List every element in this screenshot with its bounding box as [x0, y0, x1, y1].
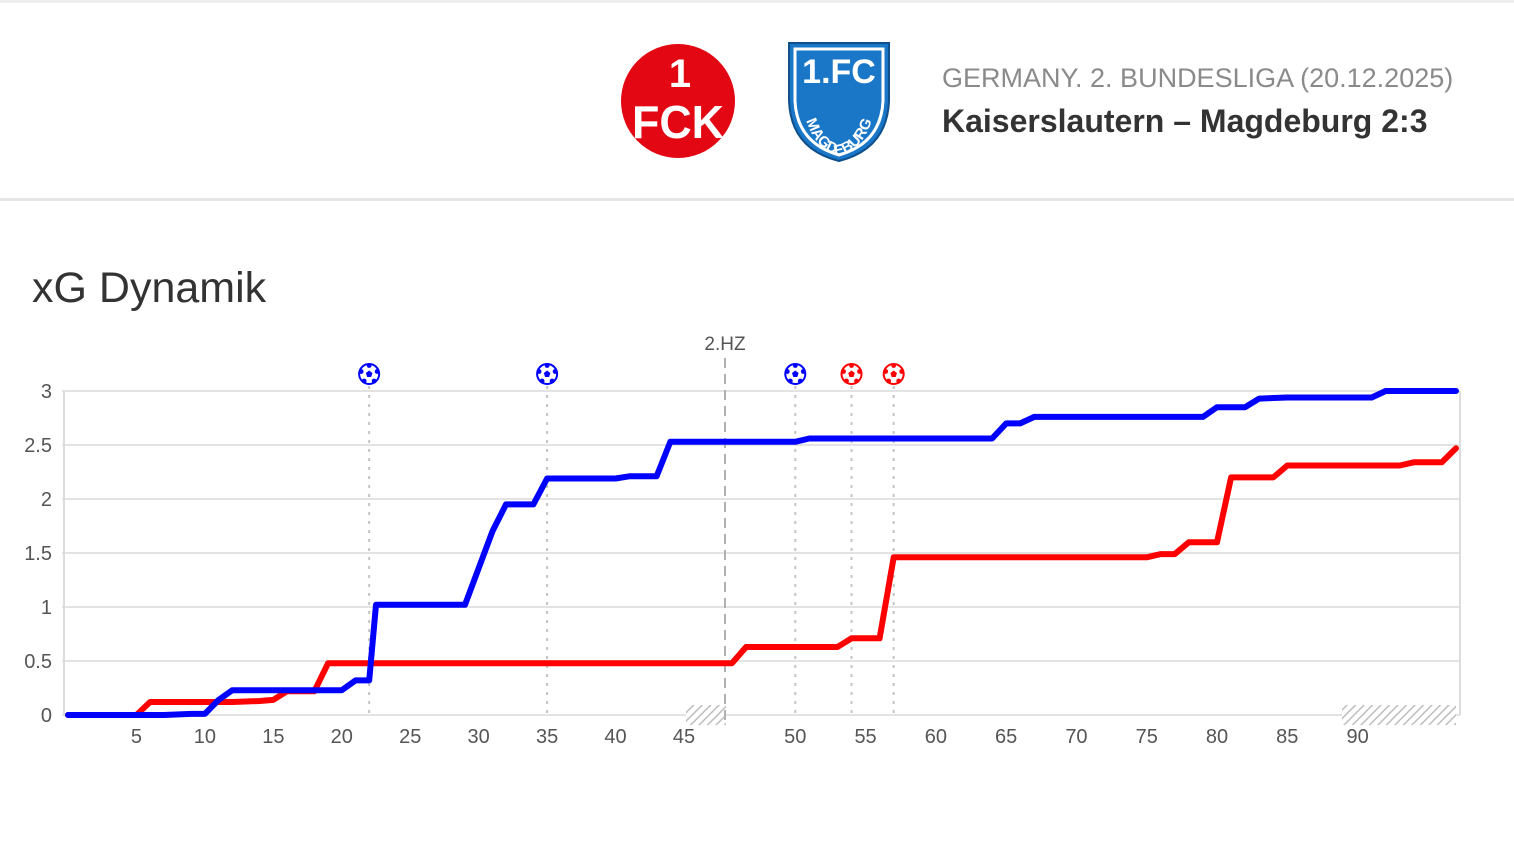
y-tick-label: 2.5	[24, 435, 52, 457]
ball-edge-patch	[844, 378, 849, 384]
ball-edge-patch	[792, 363, 798, 368]
svg-text:1.FC: 1.FC	[802, 53, 876, 91]
xg-line-home	[65, 445, 1459, 718]
x-tick-label: 55	[854, 726, 876, 748]
x-tick-label: 20	[331, 726, 353, 748]
ball-edge-patch	[841, 369, 846, 374]
x-tick-label: 30	[468, 726, 490, 748]
football-icon	[536, 363, 559, 385]
x-tick-label: 45	[673, 726, 695, 748]
ball-edge-patch	[797, 378, 803, 384]
ball-edge-patch	[371, 378, 377, 384]
football-icon	[784, 363, 807, 385]
football-icon	[840, 363, 863, 385]
xg-line-away	[65, 388, 1459, 718]
y-tick-label: 2	[41, 489, 52, 511]
ball-center-patch	[543, 370, 551, 377]
ball-edge-patch	[883, 369, 889, 374]
ball-edge-patch	[361, 378, 367, 384]
ball-center-patch	[848, 370, 855, 377]
1fc-magdeburg-logo: 1.FC MAGDEBURG	[788, 42, 890, 163]
svg-text:FCK: FCK	[632, 96, 724, 148]
halftime-label: 2.HZ	[704, 334, 746, 355]
ball-edge-patch	[899, 369, 905, 374]
ball-edge-patch	[552, 369, 558, 374]
y-tick-label: 1.5	[24, 543, 52, 565]
ball-edge-patch	[787, 378, 793, 384]
x-tick-label: 25	[399, 726, 421, 748]
x-tick-label: 40	[604, 726, 626, 748]
x-tick-label: 5	[131, 726, 142, 748]
ball-edge-patch	[374, 369, 380, 374]
ball-center-patch	[791, 370, 799, 377]
ball-edge-patch	[536, 369, 542, 374]
x-tick-label: 70	[1065, 726, 1087, 748]
x-tick-label: 50	[784, 726, 806, 748]
ball-edge-patch	[358, 369, 364, 374]
x-tick-label: 65	[995, 726, 1017, 748]
ball-edge-patch	[857, 369, 862, 374]
ball-edge-patch	[539, 378, 545, 384]
ball-edge-patch	[849, 363, 854, 368]
x-tick-label: 80	[1206, 726, 1228, 748]
y-tick-label: 0.5	[24, 651, 52, 673]
ball-edge-patch	[549, 378, 555, 384]
y-tick-label: 1	[41, 597, 52, 619]
x-tick-label: 75	[1136, 726, 1158, 748]
xg-dynamics-chart: 00.511.522.535 10 15 20 25 30 35 40 45 50 55 60 65 70…	[24, 334, 1461, 748]
ball-center-patch	[365, 370, 373, 377]
match-title: Kaiserslautern – Magdeburg 2:3	[942, 103, 1428, 139]
svg-text:1: 1	[669, 52, 691, 96]
ball-edge-patch	[366, 363, 372, 368]
stoppage-time-first-half	[686, 705, 726, 725]
ball-center-patch	[890, 370, 897, 377]
fck-kaiserslautern-logo: 1 FCK	[621, 44, 735, 158]
x-tick-label: 10	[194, 726, 216, 748]
ball-edge-patch	[800, 369, 806, 374]
y-tick-label: 0	[41, 705, 52, 727]
match-header: 1 FCK 1.FC MAGDEBURG GERMANY. 2. BUNDESL…	[0, 3, 1514, 201]
y-tick-label: 3	[41, 381, 52, 403]
top-border	[0, 0, 1514, 3]
league-date: GERMANY. 2. BUNDESLIGA (20.12.2025)	[942, 63, 1454, 93]
x-tick-label: 35	[536, 726, 558, 748]
football-icon	[882, 363, 905, 385]
stoppage-time-second-half	[1342, 705, 1456, 725]
x-tick-label: 90	[1346, 726, 1368, 748]
section-title: xG Dynamik	[32, 264, 267, 312]
ball-edge-patch	[784, 369, 790, 374]
ball-edge-patch	[544, 363, 550, 368]
football-icon	[358, 363, 381, 385]
x-tick-label: 15	[262, 726, 284, 748]
ball-edge-patch	[891, 363, 897, 368]
x-tick-label: 60	[925, 726, 947, 748]
ball-edge-patch	[854, 378, 859, 384]
ball-edge-patch	[896, 378, 902, 384]
ball-edge-patch	[886, 378, 892, 384]
x-tick-label: 85	[1276, 726, 1298, 748]
